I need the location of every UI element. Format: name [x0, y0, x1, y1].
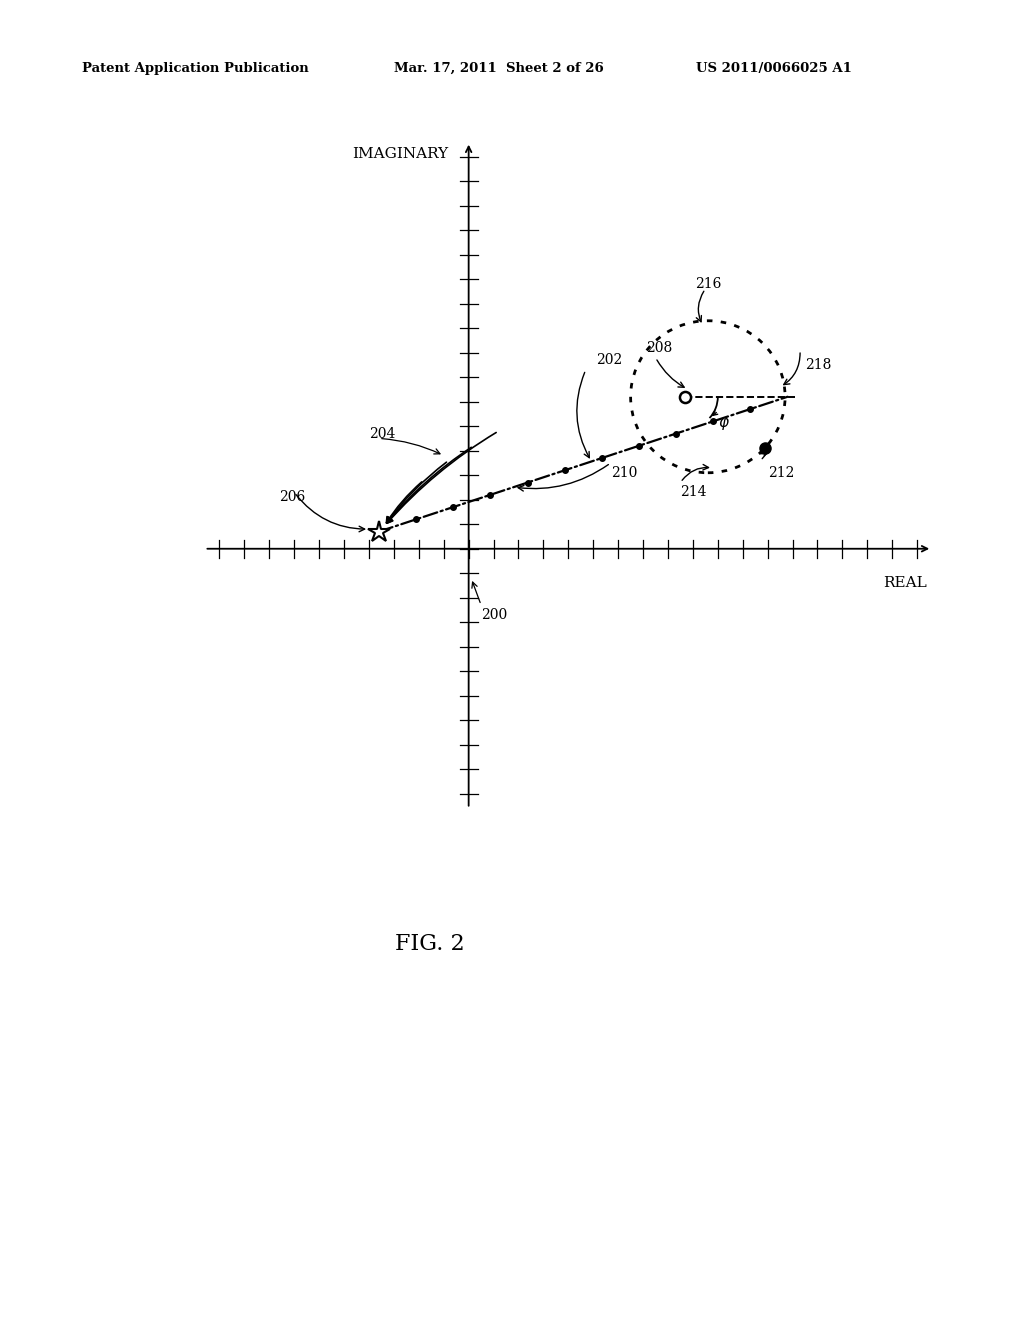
- Text: FIG. 2: FIG. 2: [395, 933, 465, 954]
- Text: 212: 212: [768, 466, 794, 479]
- Text: $\varphi$: $\varphi$: [718, 416, 730, 433]
- Text: 210: 210: [610, 466, 637, 479]
- Text: 214: 214: [680, 486, 707, 499]
- Text: 204: 204: [369, 426, 395, 441]
- Text: 208: 208: [645, 341, 672, 355]
- Text: 206: 206: [280, 490, 305, 504]
- Text: REAL: REAL: [884, 576, 927, 590]
- Text: US 2011/0066025 A1: US 2011/0066025 A1: [696, 62, 852, 75]
- Text: Patent Application Publication: Patent Application Publication: [82, 62, 308, 75]
- Text: Mar. 17, 2011  Sheet 2 of 26: Mar. 17, 2011 Sheet 2 of 26: [394, 62, 604, 75]
- Text: 218: 218: [805, 358, 831, 372]
- Text: 216: 216: [695, 277, 722, 290]
- Text: 200: 200: [481, 609, 507, 622]
- Text: IMAGINARY: IMAGINARY: [352, 147, 449, 161]
- Text: 202: 202: [596, 352, 622, 367]
